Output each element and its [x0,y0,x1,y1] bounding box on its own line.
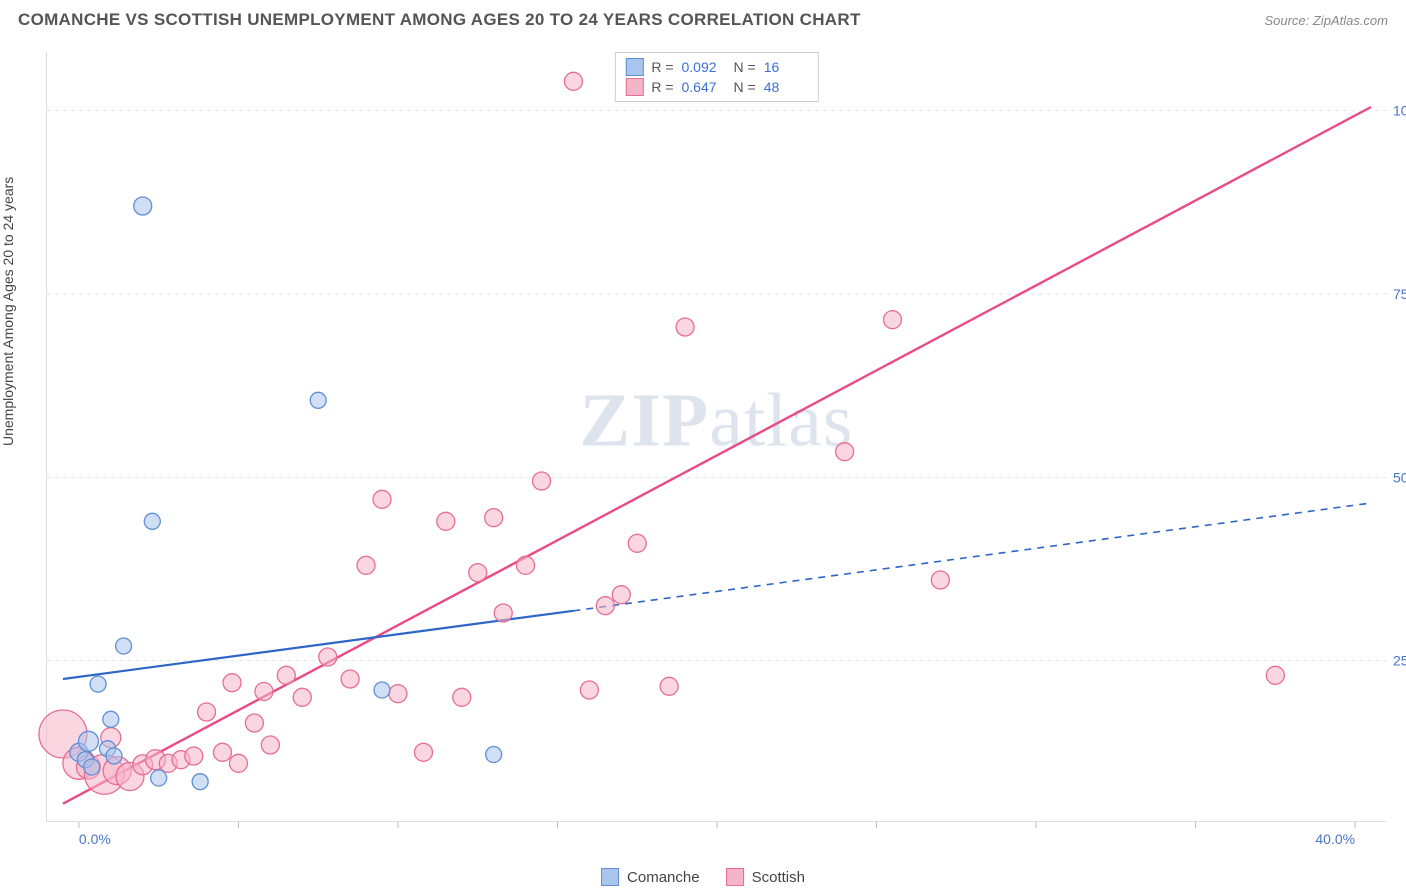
svg-text:40.0%: 40.0% [1315,831,1355,847]
chart-title: COMANCHE VS SCOTTISH UNEMPLOYMENT AMONG … [18,10,861,30]
chart-plot-area: ZIPatlas 25.0%50.0%75.0%100.0%0.0%40.0% … [46,52,1386,822]
correlation-legend: R = 0.092 N = 16 R = 0.647 N = 48 [614,52,818,102]
source-name: ZipAtlas.com [1313,13,1388,28]
svg-text:0.0%: 0.0% [79,831,111,847]
scatter-svg: 25.0%50.0%75.0%100.0%0.0%40.0% [47,52,1387,822]
swatch-comanche [601,868,619,886]
source-attribution: Source: ZipAtlas.com [1264,13,1388,28]
n-value-scottish: 48 [764,77,808,97]
swatch-scottish [726,868,744,886]
swatch-scottish [625,78,643,96]
n-label: N = [734,57,756,77]
svg-text:50.0%: 50.0% [1393,469,1406,485]
series-legend: Comanche Scottish [601,868,805,886]
r-value-comanche: 0.092 [682,57,726,77]
legend-item-scottish: Scottish [726,868,805,886]
n-value-comanche: 16 [764,57,808,77]
y-axis-label: Unemployment Among Ages 20 to 24 years [0,177,16,446]
legend-row-comanche: R = 0.092 N = 16 [625,57,807,77]
svg-text:25.0%: 25.0% [1393,653,1406,669]
r-value-scottish: 0.647 [682,77,726,97]
r-label: R = [651,57,673,77]
swatch-comanche [625,58,643,76]
source-prefix: Source: [1264,13,1312,28]
legend-row-scottish: R = 0.647 N = 48 [625,77,807,97]
legend-item-comanche: Comanche [601,868,700,886]
legend-label-scottish: Scottish [752,869,805,886]
svg-text:100.0%: 100.0% [1393,103,1406,119]
svg-text:75.0%: 75.0% [1393,286,1406,302]
r-label: R = [651,77,673,97]
legend-label-comanche: Comanche [627,869,700,886]
title-bar: COMANCHE VS SCOTTISH UNEMPLOYMENT AMONG … [0,0,1406,36]
n-label: N = [734,77,756,97]
